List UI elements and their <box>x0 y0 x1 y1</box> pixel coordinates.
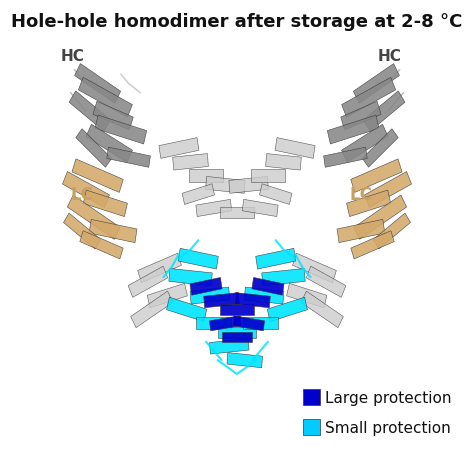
Text: HC: HC <box>378 49 402 64</box>
Polygon shape <box>173 154 209 171</box>
Polygon shape <box>137 254 182 283</box>
Polygon shape <box>233 316 264 331</box>
Polygon shape <box>196 200 232 217</box>
FancyBboxPatch shape <box>303 389 320 406</box>
FancyBboxPatch shape <box>303 419 320 435</box>
Polygon shape <box>147 284 187 308</box>
Polygon shape <box>206 177 245 194</box>
Polygon shape <box>78 78 132 118</box>
Polygon shape <box>218 327 256 338</box>
Polygon shape <box>72 160 123 193</box>
Polygon shape <box>107 148 150 168</box>
Polygon shape <box>373 213 410 250</box>
Polygon shape <box>74 64 120 104</box>
Polygon shape <box>342 125 388 163</box>
Polygon shape <box>252 278 284 295</box>
Polygon shape <box>235 293 270 308</box>
Polygon shape <box>275 138 315 159</box>
Polygon shape <box>351 231 394 259</box>
Polygon shape <box>354 195 407 240</box>
Text: Large protection: Large protection <box>325 390 452 405</box>
Polygon shape <box>364 92 405 132</box>
Polygon shape <box>190 278 222 295</box>
Polygon shape <box>324 148 367 168</box>
Polygon shape <box>76 130 112 168</box>
Polygon shape <box>328 116 379 144</box>
Polygon shape <box>131 292 173 328</box>
Polygon shape <box>83 191 128 217</box>
Polygon shape <box>229 177 268 194</box>
Polygon shape <box>221 332 253 343</box>
Polygon shape <box>287 284 327 308</box>
Polygon shape <box>242 200 278 217</box>
Polygon shape <box>182 184 215 205</box>
Polygon shape <box>365 172 411 208</box>
Polygon shape <box>251 170 285 183</box>
Polygon shape <box>243 318 278 329</box>
Polygon shape <box>306 267 346 298</box>
Polygon shape <box>204 293 239 308</box>
Polygon shape <box>69 92 110 132</box>
Polygon shape <box>219 304 255 315</box>
Polygon shape <box>354 64 400 104</box>
Polygon shape <box>86 125 132 163</box>
Polygon shape <box>292 254 337 283</box>
Polygon shape <box>210 339 249 354</box>
Text: LC: LC <box>71 186 93 204</box>
Polygon shape <box>95 116 146 144</box>
Polygon shape <box>265 154 301 171</box>
Polygon shape <box>262 269 305 286</box>
Polygon shape <box>259 184 292 205</box>
Polygon shape <box>67 195 120 240</box>
Text: LC: LC <box>349 186 373 204</box>
Polygon shape <box>267 298 308 322</box>
Polygon shape <box>63 172 109 208</box>
Polygon shape <box>89 220 137 243</box>
Polygon shape <box>244 288 284 304</box>
Text: Small protection: Small protection <box>325 419 451 435</box>
Polygon shape <box>301 292 343 328</box>
Polygon shape <box>219 207 255 219</box>
Polygon shape <box>341 102 381 131</box>
Polygon shape <box>362 130 398 168</box>
Polygon shape <box>166 298 207 322</box>
Polygon shape <box>189 170 223 183</box>
Polygon shape <box>351 160 402 193</box>
Text: HC: HC <box>61 49 84 64</box>
Polygon shape <box>178 249 219 269</box>
Polygon shape <box>128 267 168 298</box>
Polygon shape <box>227 353 263 368</box>
Polygon shape <box>346 191 391 217</box>
Polygon shape <box>93 102 133 131</box>
Polygon shape <box>196 318 231 329</box>
Polygon shape <box>210 316 241 331</box>
Polygon shape <box>337 220 385 243</box>
Polygon shape <box>190 288 230 304</box>
Polygon shape <box>80 231 123 259</box>
Polygon shape <box>342 78 396 118</box>
Polygon shape <box>159 138 199 159</box>
Polygon shape <box>255 249 296 269</box>
Polygon shape <box>64 213 101 250</box>
Text: Hole-hole homodimer after storage at 2-8 °C: Hole-hole homodimer after storage at 2-8… <box>11 13 463 31</box>
Polygon shape <box>169 269 212 286</box>
